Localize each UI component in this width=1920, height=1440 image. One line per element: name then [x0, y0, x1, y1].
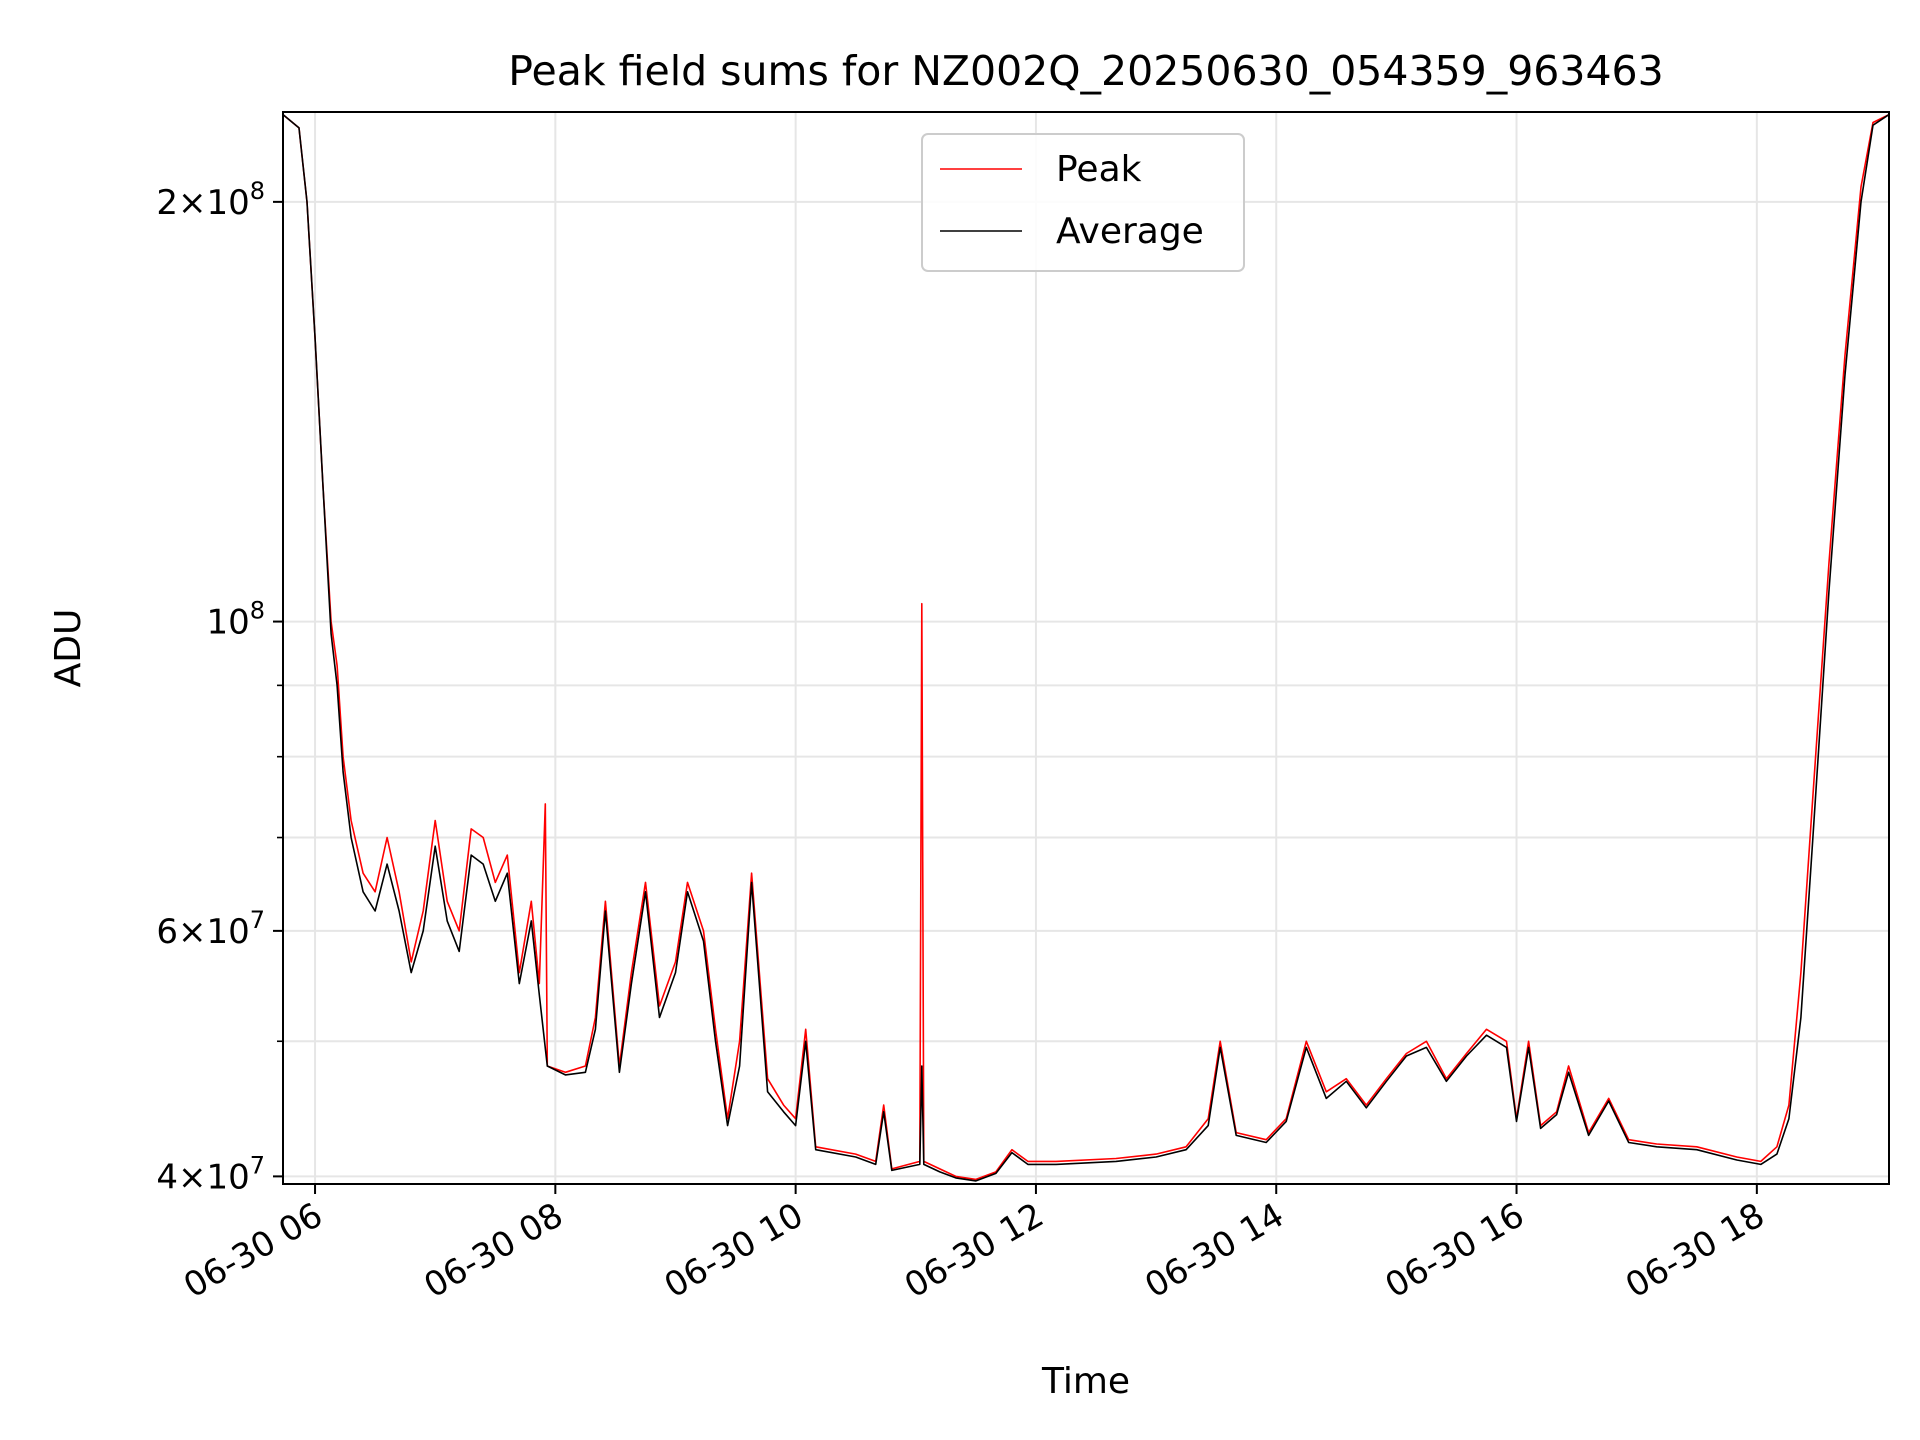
y-axis: 4×107 6×107 108 2×108: [156, 177, 283, 1197]
series-layer: [282, 113, 1890, 1182]
y-axis-label: ADU: [48, 609, 89, 688]
series-line-average: [282, 113, 1890, 1182]
chart-title: Peak field sums for NZ002Q_20250630_0543…: [508, 47, 1663, 95]
y-tick-label: 4×107: [156, 1151, 265, 1197]
axes-frame: [282, 111, 1890, 1185]
y-tick-label: 6×107: [156, 906, 265, 952]
plot-area: [282, 111, 1890, 1185]
legend: Peak Average: [921, 133, 1245, 272]
x-axis-label: Time: [1041, 1361, 1130, 1402]
legend-label-average: Average: [1056, 211, 1204, 252]
legend-label-peak: Peak: [1056, 149, 1142, 190]
y-tick-label: 108: [206, 597, 265, 643]
y-tick-label: 2×108: [156, 177, 265, 223]
axes-background: [283, 112, 1889, 1184]
